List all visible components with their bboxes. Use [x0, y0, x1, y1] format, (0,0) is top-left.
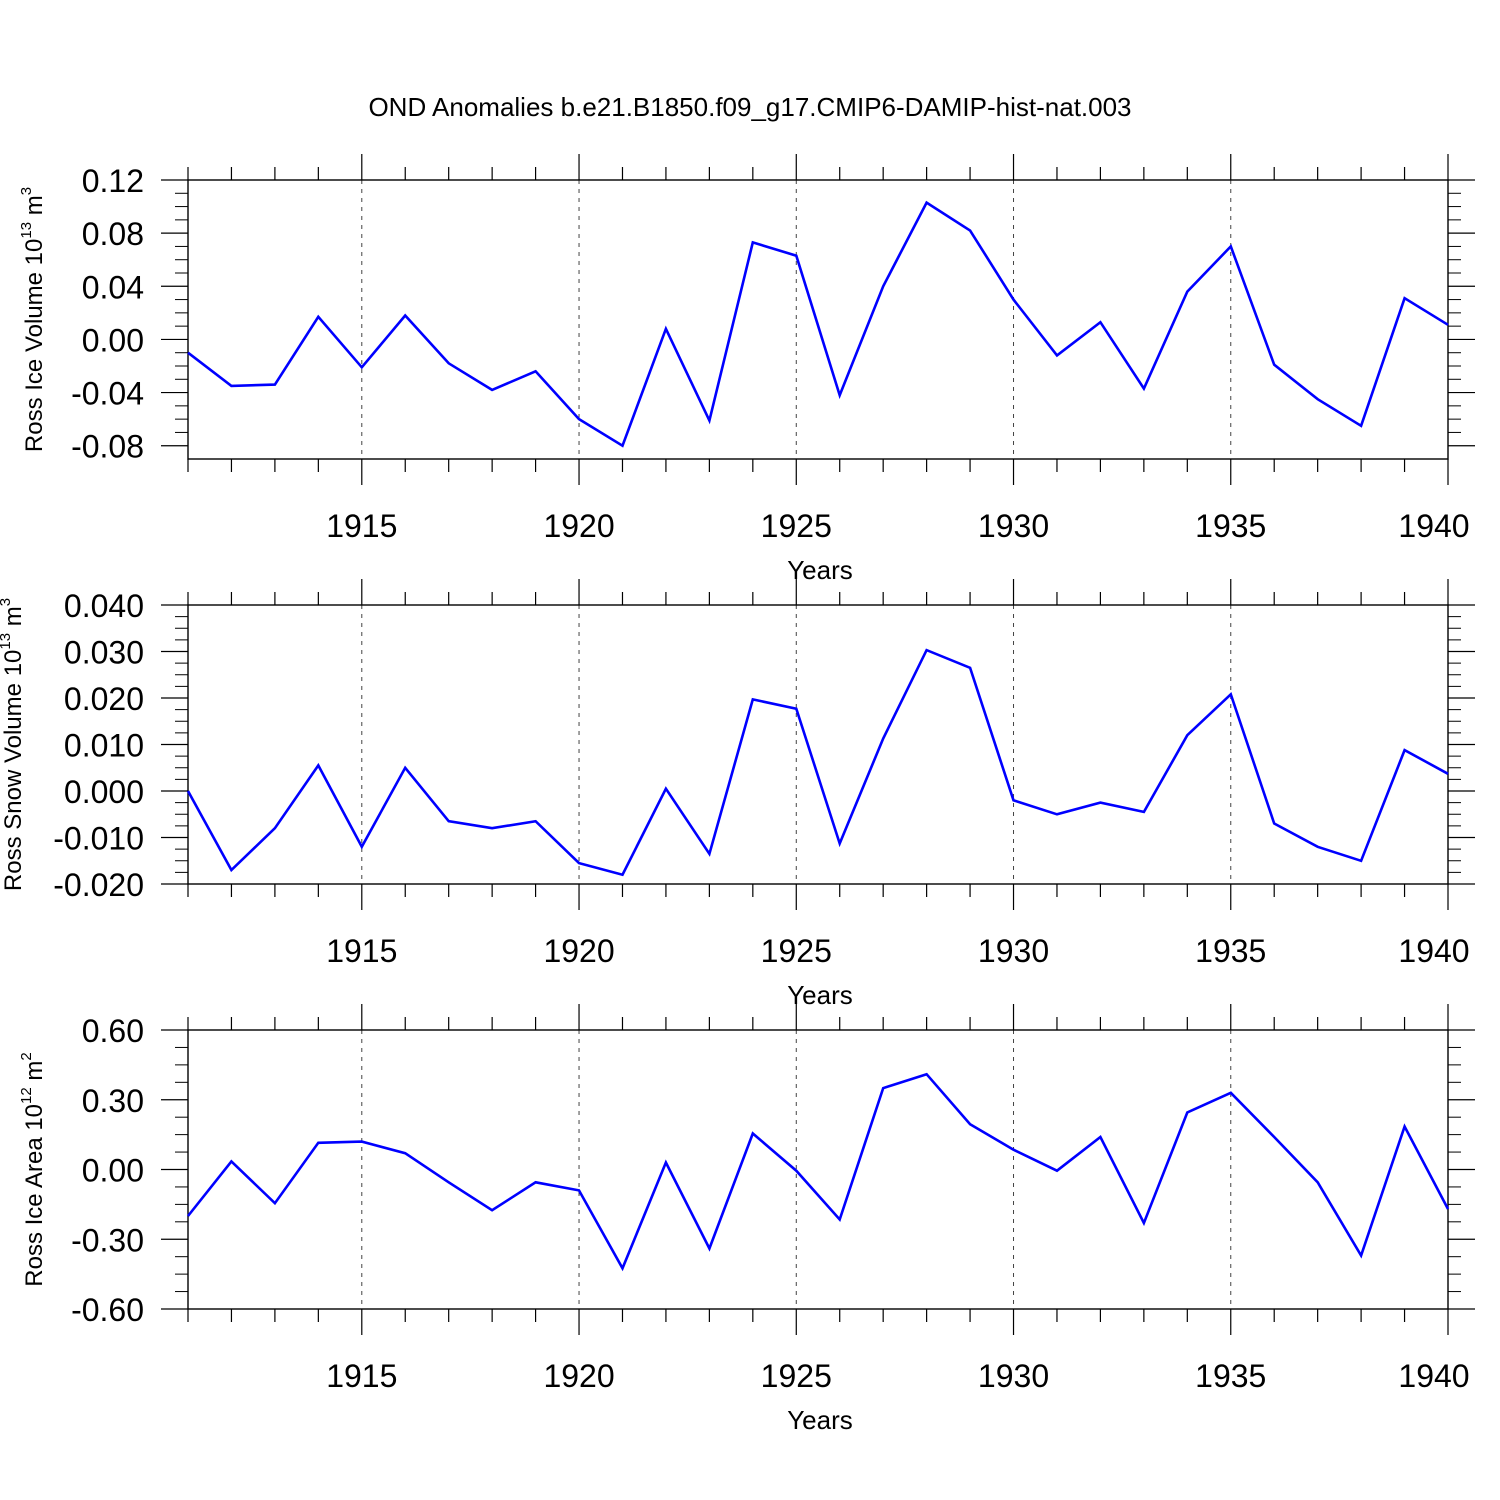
y-tick-label: 0.00 [82, 1153, 144, 1189]
y-tick-label: -0.010 [53, 821, 144, 857]
plot-frame [187, 179, 1449, 460]
x-tick-label: 1930 [978, 1358, 1049, 1394]
x-tick-label: 1940 [1398, 1358, 1469, 1394]
y-tick-label: -0.30 [71, 1222, 144, 1258]
x-tick-label: 1920 [543, 508, 614, 544]
plot-frame [187, 1029, 1449, 1310]
chart-panel-2: -0.020 -0.010 0.000 0.010 0.020 0.030 0.040 191… [0, 579, 1475, 1010]
x-tick-label: 1925 [761, 508, 832, 544]
x-tick-label: 1935 [1195, 508, 1266, 544]
y-tick-label: 0.08 [82, 216, 144, 252]
x-axis-label: Years [787, 555, 853, 585]
chart-panel-1: -0.08 -0.04 0.00 0.04 0.08 0.12 1915 1920 1925 19… [18, 154, 1475, 585]
y-tick-label: 0.010 [64, 728, 144, 764]
x-tick-label: 1915 [326, 1358, 397, 1394]
x-tick-label: 1935 [1195, 933, 1266, 969]
y-tick-label: 0.030 [64, 635, 144, 671]
x-tick-label: 1935 [1195, 1358, 1266, 1394]
x-tick-label: 1925 [761, 1358, 832, 1394]
x-tick-label: 1920 [543, 1358, 614, 1394]
y-axis-label: Ross Snow Volume 1013 m3 [0, 598, 27, 891]
y-tick-label: 0.04 [82, 269, 144, 305]
x-tick-label: 1930 [978, 933, 1049, 969]
y-tick-label: -0.04 [71, 376, 144, 412]
series-line [186, 1072, 1450, 1272]
x-tick-label: 1915 [326, 933, 397, 969]
y-tick-label: 0.12 [82, 163, 144, 199]
y-tick-label: -0.08 [71, 429, 144, 465]
x-tick-label: 1940 [1398, 508, 1469, 544]
plot-frame [187, 604, 1449, 885]
y-axis-label: Ross Ice Volume 1013 m3 [18, 187, 48, 452]
y-tick-label: 0.000 [64, 774, 144, 810]
x-tick-label: 1920 [543, 933, 614, 969]
chart-title: OND Anomalies b.e21.B1850.f09_g17.CMIP6-… [368, 92, 1131, 122]
chart-panel-3: -0.60 -0.30 0.00 0.30 0.60 1915 1920 1925 1930 19… [18, 1004, 1475, 1435]
series-line [187, 200, 1449, 448]
y-tick-label: 0.020 [64, 681, 144, 717]
panels-container: -0.08 -0.04 0.00 0.04 0.08 0.12 1915 1920 1925 19… [0, 154, 1475, 1435]
y-tick-label: 0.60 [82, 1013, 144, 1049]
y-tick-label: 0.00 [82, 322, 144, 358]
y-tick-label: -0.020 [53, 867, 144, 903]
y-tick-label: -0.60 [71, 1292, 144, 1328]
y-tick-label: 0.040 [64, 588, 144, 624]
x-tick-label: 1930 [978, 508, 1049, 544]
x-tick-label: 1915 [326, 508, 397, 544]
y-axis-label: Ross Ice Area 1012 m2 [18, 1052, 48, 1286]
y-tick-label: 0.30 [82, 1083, 144, 1119]
x-axis-label: Years [787, 1405, 853, 1435]
series-line [186, 648, 1449, 877]
x-tick-label: 1925 [761, 933, 832, 969]
x-tick-label: 1940 [1398, 933, 1469, 969]
x-axis-label: Years [787, 980, 853, 1010]
